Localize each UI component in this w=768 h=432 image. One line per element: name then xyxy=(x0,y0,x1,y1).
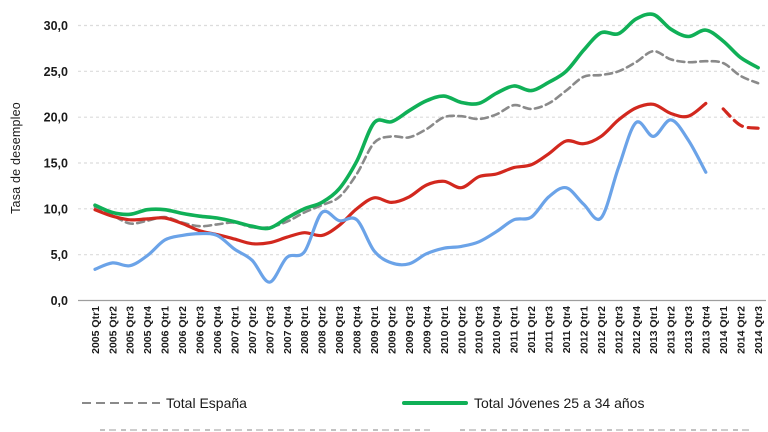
series-line-jovenes-25-34 xyxy=(93,12,760,231)
x-tick-label: 2009 Qtr1 xyxy=(369,306,381,354)
x-tick-label: 2008 Qtr1 xyxy=(299,306,311,354)
x-tick-label: 2008 Qtr2 xyxy=(317,306,329,354)
x-tick-label: 2010 Qtr2 xyxy=(456,306,468,354)
x-tick-label: 2005 Qtr3 xyxy=(125,306,137,354)
x-tick-label: 2013 Qtr1 xyxy=(648,306,660,354)
legend-label-jovenes-25-34: Total Jóvenes 25 a 34 años xyxy=(474,395,645,411)
legend-label-total-espana: Total España xyxy=(166,395,247,411)
y-tick-label: 5,0 xyxy=(51,248,68,262)
x-tick-label: 2005 Qtr1 xyxy=(90,306,102,354)
y-tick-label: 0,0 xyxy=(51,294,68,308)
x-tick-label: 2005 Qtr2 xyxy=(107,306,119,354)
legend-item-total-espana: Total España xyxy=(82,393,247,413)
x-tick-label: 2009 Qtr3 xyxy=(404,306,416,354)
series-line-serie-roja-tramo-discontinuo xyxy=(721,107,760,130)
x-tick-label: 2013 Qtr4 xyxy=(701,306,713,354)
x-tick-label: 2009 Qtr4 xyxy=(421,306,433,354)
x-tick-label: 2012 Qtr4 xyxy=(631,306,643,354)
x-tick-label: 2009 Qtr2 xyxy=(386,306,398,354)
y-tick-label: 30,0 xyxy=(44,19,68,33)
x-tick-label: 2010 Qtr1 xyxy=(439,306,451,354)
green-line-swatch xyxy=(402,401,468,405)
legend-item-jovenes-25-34: Total Jóvenes 25 a 34 años xyxy=(402,393,644,413)
truncated-legend-text-right xyxy=(460,429,750,431)
series-line-serie-azul xyxy=(93,118,708,284)
x-tick-label: 2014 Qtr1 xyxy=(718,306,730,354)
x-tick-label: 2005 Qtr4 xyxy=(142,306,154,354)
x-tick-label: 2014 Qtr3 xyxy=(753,306,765,354)
x-tick-label: 2011 Qtr4 xyxy=(561,306,573,353)
gray-dashed-line-swatch xyxy=(82,401,160,405)
x-tick-label: 2011 Qtr2 xyxy=(526,306,538,353)
x-tick-label: 2011 Qtr3 xyxy=(544,306,556,353)
x-tick-label: 2007 Qtr2 xyxy=(247,306,259,354)
x-tick-label: 2008 Qtr3 xyxy=(334,306,346,354)
x-tick-label: 2006 Qtr4 xyxy=(212,306,224,354)
x-tick-label: 2011 Qtr1 xyxy=(509,306,521,353)
truncated-legend-text-left xyxy=(100,429,430,431)
x-tick-label: 2006 Qtr1 xyxy=(160,306,172,354)
series-line-serie-roja xyxy=(93,101,708,246)
y-tick-label: 10,0 xyxy=(44,202,68,216)
x-tick-label: 2013 Qtr3 xyxy=(683,306,695,354)
y-tick-label: 15,0 xyxy=(44,156,68,170)
chart-legend: Total España Total Jóvenes 25 a 34 años xyxy=(0,393,768,413)
x-tick-label: 2008 Qtr4 xyxy=(352,306,364,354)
x-tick-label: 2014 Qtr2 xyxy=(735,306,747,354)
x-tick-label: 2007 Qtr3 xyxy=(264,306,276,354)
series-line-total-espana xyxy=(93,49,760,230)
x-tick-label: 2013 Qtr2 xyxy=(666,306,678,354)
x-tick-label: 2010 Qtr3 xyxy=(474,306,486,354)
x-tick-label: 2007 Qtr1 xyxy=(229,306,241,354)
x-tick-label: 2012 Qtr3 xyxy=(613,306,625,354)
y-tick-label: 25,0 xyxy=(44,65,68,79)
x-tick-label: 2006 Qtr2 xyxy=(177,306,189,354)
x-tick-label: 2006 Qtr3 xyxy=(195,306,207,354)
x-tick-label: 2012 Qtr2 xyxy=(596,306,608,354)
x-tick-label: 2007 Qtr4 xyxy=(282,306,294,354)
y-tick-label: 20,0 xyxy=(44,111,68,125)
x-tick-label: 2012 Qtr1 xyxy=(578,306,590,354)
legend-row2-truncated xyxy=(0,428,768,432)
x-tick-label: 2010 Qtr4 xyxy=(491,306,503,354)
